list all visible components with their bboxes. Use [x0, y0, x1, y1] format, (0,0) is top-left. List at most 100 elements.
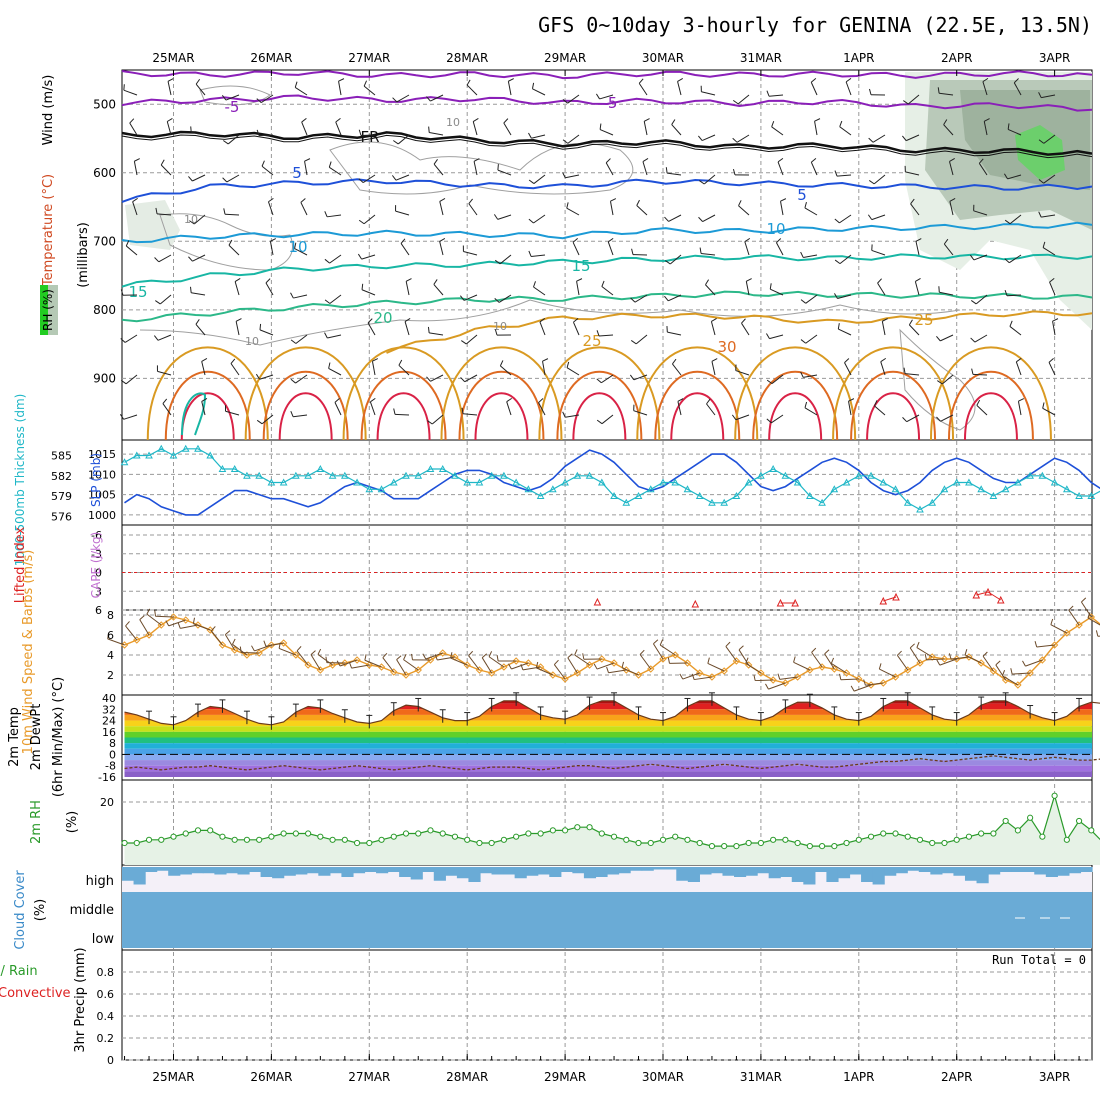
wind-barb	[228, 239, 233, 246]
wind-barb	[765, 683, 769, 690]
cloud-high-label: high	[86, 874, 114, 889]
wind-barb	[167, 117, 173, 122]
wind-barb	[982, 655, 994, 672]
wind-barb	[132, 197, 138, 203]
thickness-point	[255, 471, 264, 479]
thickness-point	[695, 491, 704, 499]
wind-barb	[755, 679, 774, 682]
pressure-tick: 700	[93, 234, 116, 248]
li-marker	[691, 599, 700, 608]
date-label-top: 28MAR	[446, 51, 488, 65]
wind-speed-point	[598, 655, 606, 663]
wind-barb	[896, 655, 909, 671]
wind-barb	[777, 157, 784, 163]
wind-barb	[496, 655, 499, 662]
wind-barb	[871, 214, 886, 221]
wind-barb	[190, 286, 192, 293]
wind-barb	[638, 78, 644, 84]
wind-barb	[770, 288, 784, 296]
wind-speed-point	[781, 679, 790, 687]
wind-barb	[1036, 644, 1055, 648]
li-marker	[892, 592, 900, 601]
wind-barb	[1087, 617, 1100, 626]
precip-tick: 0.8	[97, 966, 115, 979]
wind-barb	[1004, 289, 1008, 296]
thickness-point	[683, 485, 692, 493]
wind-barb	[325, 656, 328, 663]
panel-title: (%)	[65, 811, 80, 834]
wind-barb	[949, 201, 954, 216]
wind-barb	[562, 172, 566, 178]
wind-barb	[703, 174, 716, 185]
wind-speed-point	[696, 669, 704, 677]
wind-barb	[188, 176, 193, 182]
cloud-high-bar	[780, 867, 793, 877]
wind-barb	[599, 123, 602, 130]
wind-barb	[621, 661, 625, 668]
wind-barb	[845, 77, 852, 83]
wind-barb	[677, 401, 682, 416]
wind-barb	[867, 214, 873, 220]
wind-barb	[157, 213, 172, 216]
cloud-high-bar	[422, 867, 435, 872]
rh-tick: 20	[100, 796, 114, 809]
wind-barb	[595, 93, 600, 100]
wind-barb	[664, 295, 669, 302]
wind-barb	[711, 361, 716, 376]
wind-speed-point	[365, 661, 374, 669]
cloud-high-bar	[318, 867, 331, 876]
slp-tick: 1000	[88, 509, 116, 522]
panel-title: (millibars)	[76, 222, 91, 288]
wind-barb	[629, 374, 635, 381]
wind-barb	[468, 650, 474, 656]
wind-barb	[123, 89, 138, 96]
wind-barb	[793, 656, 796, 663]
wind-barb	[744, 241, 750, 256]
wind-barb	[800, 371, 804, 378]
thickness-point	[646, 485, 655, 493]
wind-barb	[940, 334, 954, 342]
wind-barb	[1048, 362, 1056, 376]
wind-barb	[881, 321, 886, 336]
cloud-high-bar	[676, 867, 689, 881]
wind-barb	[539, 317, 546, 323]
wind-barb	[738, 200, 742, 206]
rh-point	[549, 827, 556, 834]
wind-barb	[263, 640, 267, 647]
thickness-point	[1038, 471, 1047, 479]
wind-barb	[949, 161, 954, 176]
wind-barb	[508, 663, 512, 670]
temp-band	[124, 731, 1092, 738]
cloud-high-bar	[479, 867, 493, 874]
wind-barb	[260, 94, 274, 104]
thickness-point	[891, 485, 900, 493]
thickness-point	[854, 471, 863, 479]
rh-point	[158, 836, 165, 843]
panel-title: CAPE (J/kg)	[89, 532, 103, 599]
thickness-point	[340, 471, 349, 479]
cloud-high-bar	[999, 867, 1012, 872]
thickness-point	[1062, 485, 1071, 493]
cloud-high-bar	[757, 867, 770, 874]
wind-barb	[358, 178, 364, 183]
wind-barb	[735, 370, 750, 376]
isotherm-dome	[636, 346, 759, 441]
wind-speed-point	[1038, 656, 1047, 664]
wind-barb	[702, 214, 716, 223]
rh-point	[684, 836, 691, 843]
wind-barb	[278, 642, 281, 649]
wind-barb	[914, 281, 920, 296]
wind-speed-point	[390, 668, 398, 676]
cloud-high-bar	[1022, 867, 1035, 872]
date-label-bottom: 3APR	[1039, 1070, 1070, 1084]
isotherm-line	[121, 253, 1093, 288]
thickness-point	[426, 464, 435, 472]
wind-speed-point	[524, 659, 533, 667]
wind-barb	[290, 339, 297, 344]
panel-frame	[121, 949, 1093, 1061]
wind-barb	[357, 253, 363, 260]
wind-barb	[153, 335, 159, 341]
wind-barb	[995, 664, 1007, 681]
rh-point	[1088, 827, 1095, 834]
wind-barb	[393, 408, 396, 415]
